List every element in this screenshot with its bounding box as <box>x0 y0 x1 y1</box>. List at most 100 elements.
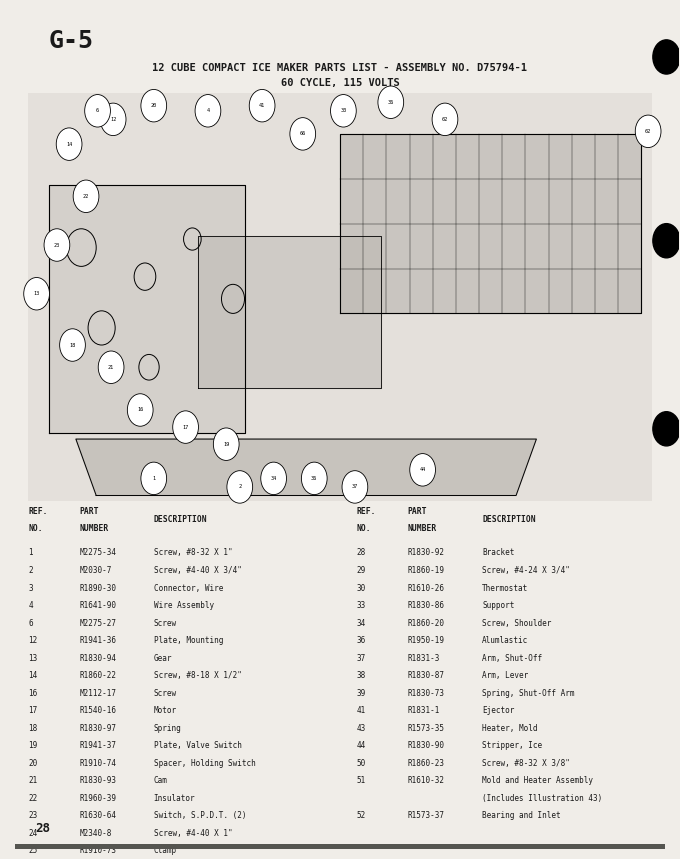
Text: R1941-36: R1941-36 <box>80 637 116 645</box>
Text: R1960-39: R1960-39 <box>80 794 116 803</box>
Text: 23: 23 <box>54 242 60 247</box>
Bar <box>15 844 665 850</box>
Circle shape <box>378 86 404 119</box>
Circle shape <box>195 94 221 127</box>
Text: 37: 37 <box>357 654 367 662</box>
Text: Stripper, Ice: Stripper, Ice <box>482 741 543 750</box>
Text: 66: 66 <box>300 131 306 137</box>
Text: 1: 1 <box>29 549 33 557</box>
Text: R1540-16: R1540-16 <box>80 706 116 716</box>
Text: Wire Assembly: Wire Assembly <box>154 601 214 610</box>
Circle shape <box>214 428 239 460</box>
Polygon shape <box>198 236 381 387</box>
Text: 36: 36 <box>311 476 318 481</box>
Text: 4: 4 <box>206 108 209 113</box>
Text: NUMBER: NUMBER <box>80 524 109 533</box>
Text: NUMBER: NUMBER <box>408 524 437 533</box>
Text: 3: 3 <box>29 583 33 593</box>
Circle shape <box>73 180 99 212</box>
Text: Screw, Shoulder: Screw, Shoulder <box>482 618 551 628</box>
Text: R1830-92: R1830-92 <box>408 549 445 557</box>
Text: R1831-3: R1831-3 <box>408 654 440 662</box>
Text: R1860-22: R1860-22 <box>80 671 116 680</box>
Polygon shape <box>340 134 641 314</box>
Text: REF.: REF. <box>357 508 377 516</box>
Text: R1830-87: R1830-87 <box>408 671 445 680</box>
Text: R1860-20: R1860-20 <box>408 618 445 628</box>
Text: R1573-37: R1573-37 <box>408 812 445 820</box>
Text: 62: 62 <box>442 117 448 122</box>
Text: 23: 23 <box>29 812 37 820</box>
Text: 41: 41 <box>357 706 367 716</box>
Text: 6: 6 <box>29 618 33 628</box>
Circle shape <box>141 89 167 122</box>
Text: 17: 17 <box>182 424 189 430</box>
Circle shape <box>635 115 661 148</box>
Circle shape <box>56 128 82 161</box>
Text: Thermostat: Thermostat <box>482 583 528 593</box>
Text: 51: 51 <box>357 777 367 785</box>
Text: REF.: REF. <box>29 508 48 516</box>
Text: Cam: Cam <box>154 777 168 785</box>
Text: 6: 6 <box>96 108 99 113</box>
Text: 30: 30 <box>340 108 347 113</box>
Text: 14: 14 <box>66 142 72 147</box>
Text: 20: 20 <box>29 758 37 768</box>
Text: 18: 18 <box>29 724 37 733</box>
Circle shape <box>260 462 286 495</box>
Text: R1950-19: R1950-19 <box>408 637 445 645</box>
Text: Heater, Mold: Heater, Mold <box>482 724 538 733</box>
Text: Bracket: Bracket <box>482 549 515 557</box>
Text: M2112-17: M2112-17 <box>80 689 116 698</box>
Circle shape <box>653 223 680 258</box>
Text: G-5: G-5 <box>49 28 94 52</box>
Text: 34: 34 <box>357 618 367 628</box>
Text: 4: 4 <box>29 601 33 610</box>
Circle shape <box>653 40 680 74</box>
Text: 33: 33 <box>357 601 367 610</box>
Text: 1: 1 <box>152 476 155 481</box>
Text: 50: 50 <box>357 758 367 768</box>
Text: R1573-35: R1573-35 <box>408 724 445 733</box>
Text: 29: 29 <box>357 566 367 575</box>
Text: 43: 43 <box>357 724 367 733</box>
Text: R1610-32: R1610-32 <box>408 777 445 785</box>
Text: R1941-37: R1941-37 <box>80 741 116 750</box>
Text: Motor: Motor <box>154 706 177 716</box>
Text: R1830-94: R1830-94 <box>80 654 116 662</box>
Text: 36: 36 <box>357 637 367 645</box>
Polygon shape <box>76 439 537 496</box>
Text: M2030-7: M2030-7 <box>80 566 112 575</box>
Text: 16: 16 <box>29 689 37 698</box>
Text: 44: 44 <box>357 741 367 750</box>
Text: Spacer, Holding Switch: Spacer, Holding Switch <box>154 758 256 768</box>
Circle shape <box>173 411 199 443</box>
Text: R1860-23: R1860-23 <box>408 758 445 768</box>
Circle shape <box>98 351 124 383</box>
Circle shape <box>250 89 275 122</box>
Text: R1830-90: R1830-90 <box>408 741 445 750</box>
Text: 16: 16 <box>137 407 143 412</box>
Text: (Includes Illustration 43): (Includes Illustration 43) <box>482 794 602 803</box>
Text: 13: 13 <box>33 291 39 296</box>
Circle shape <box>432 103 458 136</box>
Text: Alumlastic: Alumlastic <box>482 637 528 645</box>
Text: Screw, #4-40 X 3/4": Screw, #4-40 X 3/4" <box>154 566 241 575</box>
Text: R1860-19: R1860-19 <box>408 566 445 575</box>
Circle shape <box>85 94 110 127</box>
Text: 18: 18 <box>69 343 75 348</box>
Text: 28: 28 <box>35 822 50 835</box>
Text: R1641-90: R1641-90 <box>80 601 116 610</box>
Text: Screw, #8-18 X 1/2": Screw, #8-18 X 1/2" <box>154 671 241 680</box>
Circle shape <box>44 228 70 261</box>
Text: 22: 22 <box>29 794 37 803</box>
Text: R1830-97: R1830-97 <box>80 724 116 733</box>
Circle shape <box>60 329 86 362</box>
Text: R1610-26: R1610-26 <box>408 583 445 593</box>
Text: R1830-73: R1830-73 <box>408 689 445 698</box>
Text: 37: 37 <box>352 484 358 490</box>
Text: 52: 52 <box>357 812 367 820</box>
Text: 2: 2 <box>29 566 33 575</box>
Circle shape <box>653 411 680 446</box>
Text: Plate, Valve Switch: Plate, Valve Switch <box>154 741 241 750</box>
